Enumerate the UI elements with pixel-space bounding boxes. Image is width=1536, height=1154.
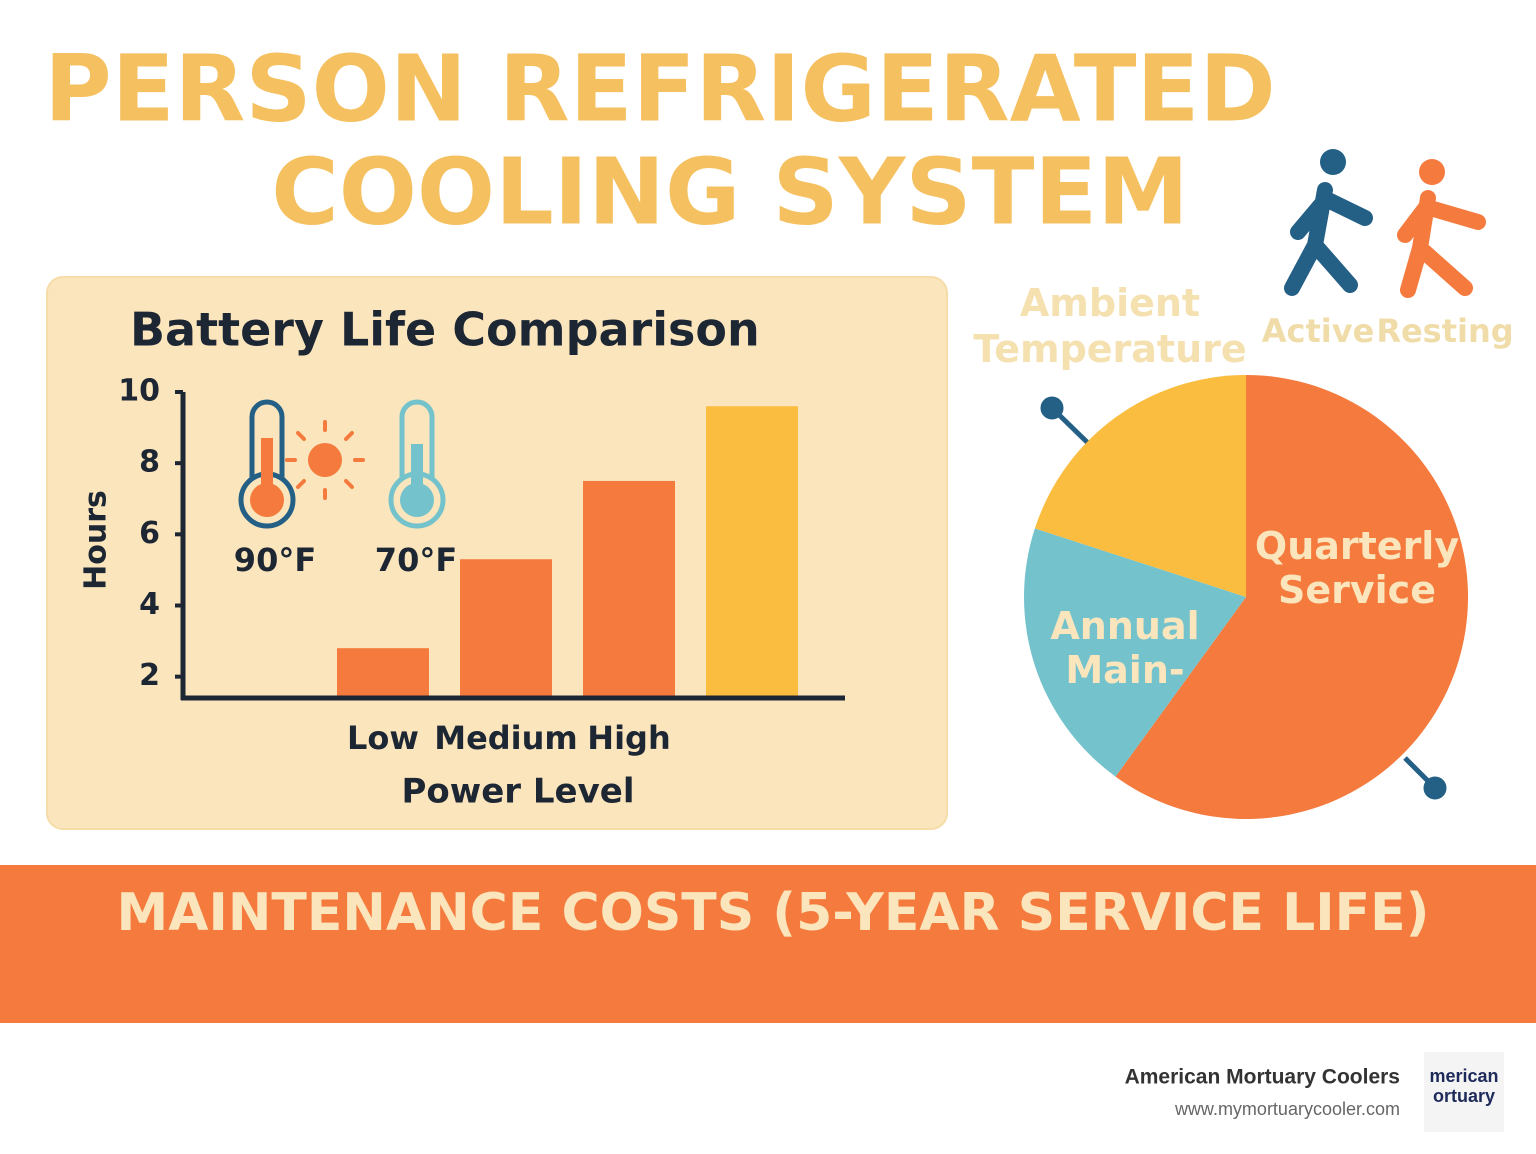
x-tick-label: Low <box>347 719 419 757</box>
banner-text: MAINTENANCE COSTS (5-YEAR SERVICE LIFE) <box>117 883 1430 943</box>
temperature-label: 70°F <box>375 541 457 579</box>
bar <box>460 559 552 698</box>
banner <box>0 865 1536 1023</box>
temperature-label: 90°F <box>234 541 316 579</box>
slice-label: Annual Main- <box>1050 604 1199 692</box>
icon-resting <box>1397 159 1486 298</box>
leader-line <box>1403 756 1447 800</box>
annotation: Resting <box>1376 312 1513 350</box>
icon-active <box>1284 149 1373 296</box>
bar <box>706 406 798 698</box>
thermometer-cool <box>388 399 446 529</box>
logo-box <box>1424 1052 1504 1132</box>
x-tick-label: Medium <box>434 719 578 757</box>
y-tick-label: 4 <box>139 587 160 622</box>
y-axis-label: Hours <box>79 490 114 590</box>
x-tick-label: High <box>587 719 670 757</box>
thermometer-hot <box>238 399 296 529</box>
footer-url: www.mymortuarycooler.com <box>1174 1099 1400 1119</box>
y-tick-label: 2 <box>139 658 160 693</box>
title-line: COOLING SYSTEM <box>271 138 1189 245</box>
pie-slice <box>1034 375 1246 597</box>
bar <box>337 648 429 698</box>
annotation: Active <box>1262 312 1375 350</box>
x-axis-label: Power Level <box>402 772 635 812</box>
y-tick-label: 10 <box>118 374 160 409</box>
annotation: Ambient Temperature <box>973 281 1246 371</box>
bar <box>583 480 675 698</box>
logo-text: ortuary <box>1433 1086 1495 1106</box>
leader-line <box>1040 396 1092 447</box>
y-tick-label: 6 <box>139 516 160 551</box>
slice-label: Quarterly Service <box>1255 524 1459 612</box>
chart-title: Battery Life Comparison <box>130 303 760 357</box>
title-line: PERSON REFRIGERATED <box>44 35 1275 142</box>
y-tick-label: 8 <box>139 445 160 480</box>
logo-text: merican <box>1429 1066 1498 1086</box>
pie-slice <box>1024 528 1246 777</box>
pie-slice <box>1115 375 1468 819</box>
footer-company: American Mortuary Coolers <box>1125 1066 1400 1089</box>
sun <box>285 420 365 500</box>
